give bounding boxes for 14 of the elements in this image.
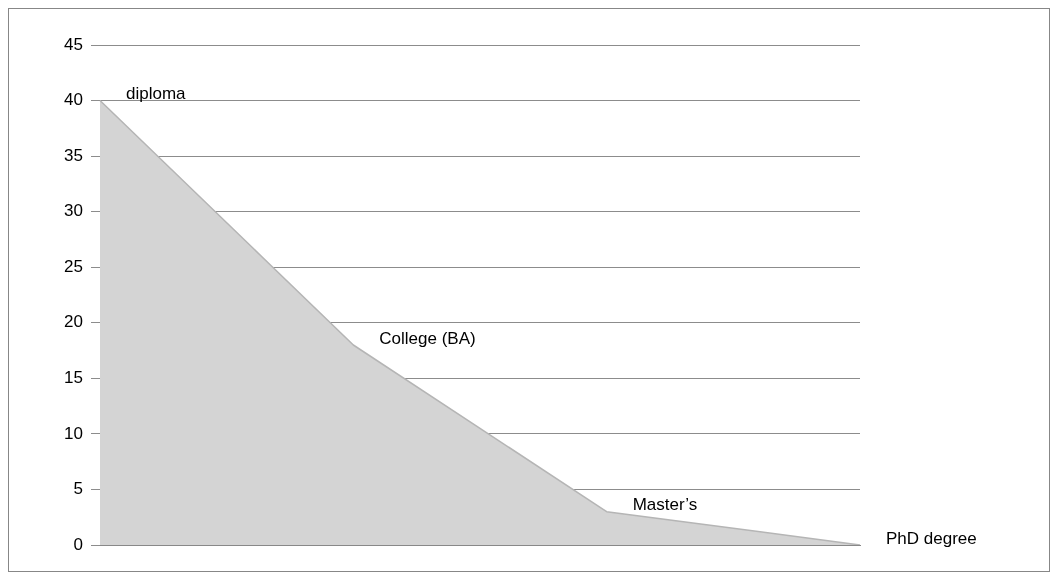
y-tick-label: 45 (64, 34, 83, 54)
y-tick-label: 10 (64, 423, 83, 443)
y-tick-label: 15 (64, 368, 83, 388)
y-tick-label: 0 (73, 534, 83, 554)
data-label: Master’s (632, 495, 698, 515)
y-tick-label: 40 (64, 90, 83, 110)
data-label: PhD degree (886, 528, 977, 548)
data-label: diploma (126, 84, 187, 104)
y-tick-label: 35 (64, 145, 83, 165)
y-tick-label: 30 (64, 201, 83, 221)
y-tick-label: 5 (73, 479, 83, 499)
data-label: College (BA) (379, 328, 476, 348)
y-tick-label: 25 (64, 256, 83, 276)
y-tick-label: 20 (64, 312, 83, 332)
